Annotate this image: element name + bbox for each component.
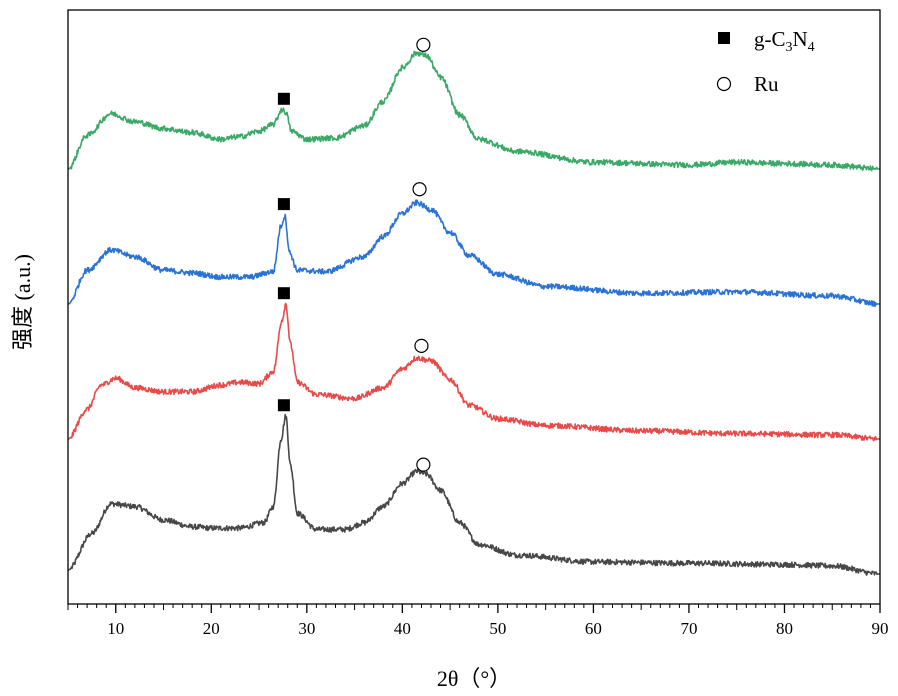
x-tick-label: 50	[489, 619, 506, 638]
gcn-peak-marker	[277, 287, 290, 300]
x-tick-label: 70	[680, 619, 697, 638]
y-axis-title: 强度 (a.u.)	[10, 254, 35, 350]
legend-circle-icon	[716, 76, 732, 92]
plot-frame	[67, 9, 881, 605]
x-tick-label: 80	[776, 619, 793, 638]
x-axis-ticks: 10 20 30 40 50 60 70 80 90	[67, 604, 889, 638]
x-tick-label: 90	[872, 619, 889, 638]
legend-gcn-mid: N	[793, 27, 808, 51]
x-tick-label: 40	[394, 619, 411, 638]
gcn-peak-marker	[277, 399, 290, 412]
gcn-peak-marker	[277, 198, 290, 211]
legend-square-icon	[718, 32, 730, 44]
x-tick-label: 20	[203, 619, 220, 638]
x-tick-label: 10	[107, 619, 124, 638]
ru-peak-marker	[416, 37, 431, 52]
peak-marker-layer	[277, 37, 431, 472]
x-axis-title: 2θ（°）	[437, 666, 511, 691]
series-layer	[67, 50, 880, 576]
gcn-peak-marker	[277, 92, 290, 105]
xrd-series-line-2	[67, 302, 880, 442]
ru-peak-marker	[414, 338, 429, 353]
x-tick-label: 60	[585, 619, 602, 638]
legend-label-ru: Ru	[754, 72, 779, 96]
axes	[67, 9, 881, 605]
ru-peak-marker	[412, 182, 427, 197]
legend-gcn-sub1: 3	[786, 40, 793, 55]
xrd-series-line-4	[67, 50, 880, 172]
legend: g-C3N4 Ru	[716, 27, 815, 96]
legend-gcn-main: g-C	[754, 27, 786, 51]
legend-label-gcn: g-C3N4	[754, 27, 815, 55]
xrd-series-line-3	[67, 199, 880, 308]
ru-peak-marker	[416, 457, 431, 472]
x-tick-label: 30	[298, 619, 315, 638]
legend-gcn-sub2: 4	[808, 40, 815, 55]
xrd-series-line-1	[67, 413, 880, 576]
